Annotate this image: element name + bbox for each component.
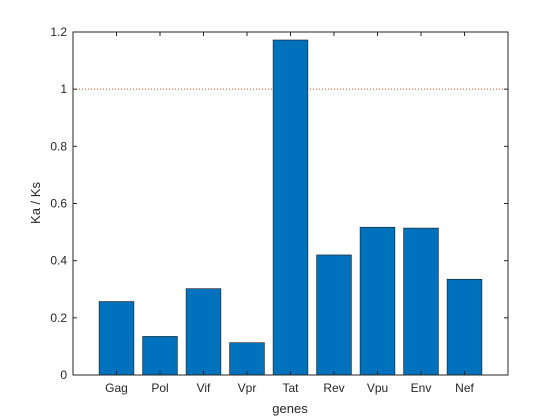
x-tick-label: Vpr [238,381,257,395]
bar-vpu [359,226,396,376]
y-tick-label: 0.8 [50,139,67,153]
y-tick-label: 0.2 [50,311,67,325]
y-tick-label: 0.4 [50,254,67,268]
x-tick-label: Rev [323,381,344,395]
x-tick-label: Vpu [367,381,388,395]
bar-tat [272,39,309,376]
y-tick-label: 0 [60,368,67,382]
bar-gag [98,301,135,376]
y-tick-label: 1.2 [50,25,67,39]
bar-env [403,227,439,376]
x-tick-label: Pol [151,381,168,395]
bars-layer [98,39,483,376]
bar-vpr [229,342,265,376]
bar-rev [316,254,352,376]
x-axis-label: genes [272,401,308,416]
x-tick-label: Gag [105,381,128,395]
bar-nef [446,278,483,376]
y-axis-ticks: 0 0.2 0.4 0.6 0.8 1 1.2 [50,25,508,382]
y-tick-label: 0.6 [50,197,67,211]
x-tick-label: Env [411,381,432,395]
bar-vif [185,288,222,376]
x-tick-label: Nef [455,381,474,395]
y-tick-label: 1 [60,82,67,96]
y-axis-label: Ka / Ks [28,182,43,224]
bar-pol [142,336,178,376]
x-tick-label: Vif [197,381,211,395]
x-tick-label: Tat [282,381,299,395]
x-axis-ticks: Gag Pol Vif Vpr Tat Rev Vpu Env Nef [105,32,474,395]
